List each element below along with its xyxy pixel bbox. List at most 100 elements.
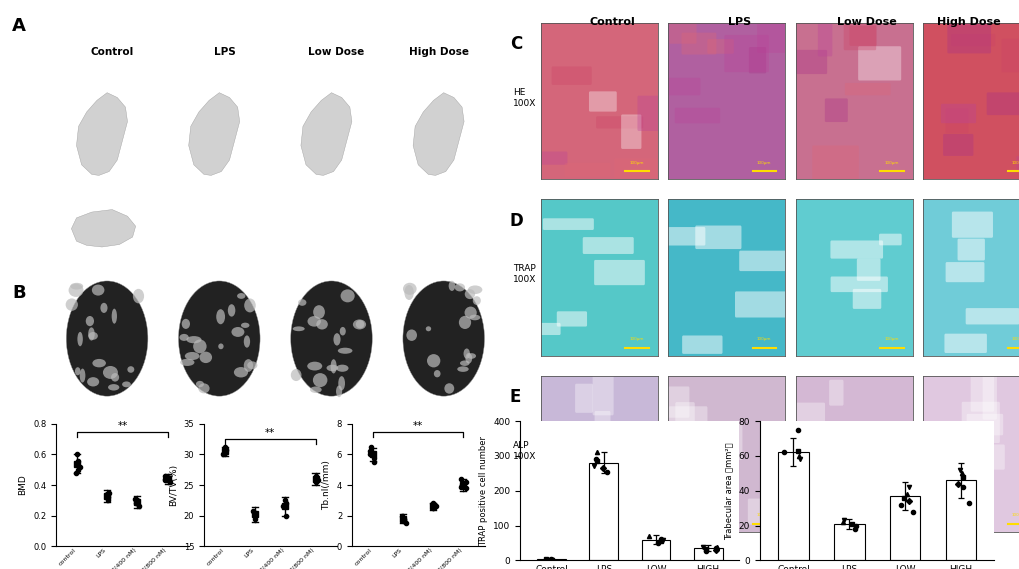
Ellipse shape bbox=[298, 299, 306, 306]
FancyBboxPatch shape bbox=[857, 46, 901, 80]
FancyBboxPatch shape bbox=[884, 422, 906, 456]
Ellipse shape bbox=[111, 373, 119, 382]
FancyBboxPatch shape bbox=[940, 104, 975, 123]
Ellipse shape bbox=[326, 365, 338, 371]
FancyBboxPatch shape bbox=[965, 308, 1018, 324]
FancyBboxPatch shape bbox=[951, 212, 993, 238]
FancyBboxPatch shape bbox=[593, 260, 644, 285]
Ellipse shape bbox=[459, 316, 471, 329]
FancyBboxPatch shape bbox=[637, 96, 664, 131]
Text: Control: Control bbox=[589, 17, 634, 27]
Ellipse shape bbox=[179, 334, 189, 341]
Ellipse shape bbox=[186, 336, 202, 343]
Text: 100μm: 100μm bbox=[756, 513, 770, 517]
Bar bbox=[641, 539, 669, 560]
Text: 100μm: 100μm bbox=[1011, 337, 1019, 341]
FancyBboxPatch shape bbox=[666, 78, 700, 96]
Ellipse shape bbox=[469, 315, 480, 320]
FancyBboxPatch shape bbox=[1015, 156, 1019, 170]
Y-axis label: BMD: BMD bbox=[18, 475, 28, 496]
Ellipse shape bbox=[184, 352, 200, 360]
FancyBboxPatch shape bbox=[849, 26, 875, 46]
Bar bbox=[834, 524, 864, 560]
Ellipse shape bbox=[403, 283, 416, 295]
Text: High Dose: High Dose bbox=[936, 17, 1000, 27]
Text: **: ** bbox=[413, 422, 423, 431]
Ellipse shape bbox=[406, 329, 417, 341]
Text: 100μm: 100μm bbox=[883, 513, 898, 517]
Ellipse shape bbox=[93, 359, 106, 368]
Ellipse shape bbox=[340, 290, 355, 302]
FancyBboxPatch shape bbox=[739, 250, 799, 271]
FancyBboxPatch shape bbox=[675, 402, 694, 439]
FancyBboxPatch shape bbox=[943, 134, 972, 156]
FancyBboxPatch shape bbox=[844, 83, 890, 96]
Ellipse shape bbox=[193, 340, 207, 353]
Ellipse shape bbox=[127, 366, 135, 373]
FancyBboxPatch shape bbox=[613, 158, 656, 178]
FancyBboxPatch shape bbox=[947, 17, 990, 53]
Ellipse shape bbox=[353, 319, 366, 329]
FancyBboxPatch shape bbox=[542, 218, 593, 230]
FancyBboxPatch shape bbox=[828, 380, 843, 406]
Polygon shape bbox=[301, 93, 352, 175]
Text: ALP
100X: ALP 100X bbox=[513, 440, 536, 461]
FancyBboxPatch shape bbox=[944, 333, 986, 353]
Ellipse shape bbox=[233, 367, 248, 377]
Ellipse shape bbox=[290, 369, 302, 381]
Text: B: B bbox=[12, 284, 25, 303]
Ellipse shape bbox=[290, 281, 372, 396]
Ellipse shape bbox=[472, 296, 480, 305]
Bar bbox=[589, 463, 618, 560]
FancyBboxPatch shape bbox=[595, 116, 643, 129]
FancyBboxPatch shape bbox=[852, 289, 880, 309]
FancyBboxPatch shape bbox=[660, 227, 705, 246]
FancyBboxPatch shape bbox=[961, 402, 999, 443]
FancyBboxPatch shape bbox=[866, 506, 905, 526]
Text: 100μm: 100μm bbox=[883, 160, 898, 164]
Y-axis label: Trabecular area （mm²）: Trabecular area （mm²） bbox=[723, 442, 733, 539]
Ellipse shape bbox=[70, 283, 84, 290]
FancyBboxPatch shape bbox=[756, 22, 791, 53]
FancyBboxPatch shape bbox=[748, 47, 765, 73]
Ellipse shape bbox=[307, 316, 321, 327]
FancyBboxPatch shape bbox=[697, 438, 721, 477]
Ellipse shape bbox=[218, 344, 223, 349]
FancyBboxPatch shape bbox=[735, 291, 788, 318]
Ellipse shape bbox=[467, 353, 476, 359]
Ellipse shape bbox=[244, 359, 253, 372]
Ellipse shape bbox=[457, 366, 469, 372]
Ellipse shape bbox=[465, 353, 472, 364]
FancyBboxPatch shape bbox=[588, 92, 616, 112]
Bar bbox=[889, 496, 919, 560]
Ellipse shape bbox=[79, 369, 86, 382]
FancyBboxPatch shape bbox=[981, 370, 996, 420]
Ellipse shape bbox=[180, 359, 195, 366]
Ellipse shape bbox=[227, 304, 235, 316]
Ellipse shape bbox=[68, 283, 84, 297]
FancyBboxPatch shape bbox=[621, 114, 641, 149]
FancyBboxPatch shape bbox=[878, 234, 901, 245]
Text: Low Dose: Low Dose bbox=[837, 17, 896, 27]
Y-axis label: Tb.nl(/mm): Tb.nl(/mm) bbox=[322, 460, 331, 510]
Ellipse shape bbox=[433, 370, 440, 377]
FancyBboxPatch shape bbox=[664, 386, 689, 418]
FancyBboxPatch shape bbox=[723, 35, 768, 72]
Ellipse shape bbox=[336, 365, 348, 372]
FancyBboxPatch shape bbox=[965, 444, 1004, 469]
FancyBboxPatch shape bbox=[682, 336, 721, 354]
FancyBboxPatch shape bbox=[551, 67, 591, 85]
Ellipse shape bbox=[181, 319, 190, 329]
FancyBboxPatch shape bbox=[793, 50, 826, 74]
Ellipse shape bbox=[463, 348, 470, 358]
FancyBboxPatch shape bbox=[622, 488, 653, 537]
Ellipse shape bbox=[292, 327, 305, 331]
Ellipse shape bbox=[333, 333, 340, 345]
Ellipse shape bbox=[427, 354, 440, 368]
Ellipse shape bbox=[178, 281, 260, 396]
FancyBboxPatch shape bbox=[592, 373, 613, 415]
Ellipse shape bbox=[339, 327, 345, 336]
FancyBboxPatch shape bbox=[540, 323, 560, 335]
Ellipse shape bbox=[132, 289, 144, 303]
Bar bbox=[945, 480, 975, 560]
